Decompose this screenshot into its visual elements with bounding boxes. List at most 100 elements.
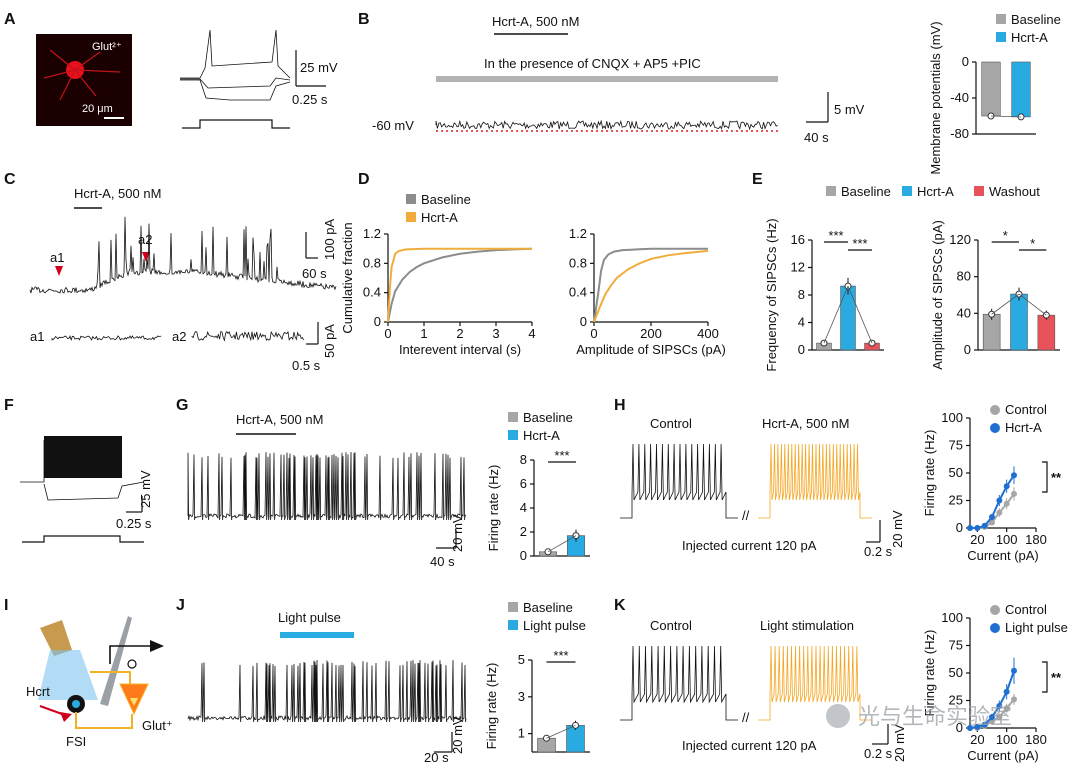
panel-letter-j: J — [176, 597, 185, 614]
g-drug-label: Hcrt-A, 500 nM — [236, 412, 323, 427]
g-firing-sig-label: *** — [554, 448, 569, 463]
h-fi-data-point — [1003, 483, 1010, 490]
b-voltage-scale-label: 5 mV — [834, 102, 865, 117]
b-membrane-y-axis-label: Membrane potentials (mV) — [928, 21, 943, 174]
e-amplitude-sig-label: * — [1030, 236, 1035, 251]
c-inset-time-scale-label: 0.5 s — [292, 358, 321, 373]
h-fi-sig-bracket — [1042, 461, 1048, 493]
h-fi-data-point — [967, 525, 973, 531]
j-light-bar — [280, 632, 354, 638]
g-firing-pair-line — [547, 535, 577, 553]
k-light-label: Light stimulation — [760, 618, 854, 633]
k-light-trace — [758, 645, 872, 721]
h-fi-x-axis-label: Current (pA) — [967, 548, 1039, 563]
k-fi-data-point — [1011, 667, 1017, 674]
d-interval-x-axis-label: Interevent interval (s) — [399, 342, 521, 357]
d-amplitude-x-axis-label: Amplitude of SIPSCs (pA) — [576, 342, 726, 357]
d-interval-y-tick-label: 0 — [374, 314, 381, 329]
c-marker-a2-arrow — [142, 252, 150, 262]
b-membrane-pair-line — [990, 115, 1022, 118]
h-control-trace — [620, 443, 738, 519]
k-fi-data-point — [996, 703, 1003, 709]
f-spike-train-block — [44, 436, 122, 478]
b-presence-label: In the presence of CNQX + AP5 +PIC — [484, 56, 701, 71]
e-frequency-sig-label: *** — [828, 228, 843, 243]
k-fi-sig-bracket — [1042, 661, 1048, 693]
panel-letter-a: A — [4, 11, 16, 28]
h-break-mark: // — [742, 508, 750, 523]
d-interval-series-line — [387, 247, 532, 323]
d-amplitude-y-tick-label: 1.2 — [569, 226, 587, 241]
e-frequency-pair-line — [823, 285, 849, 344]
c-inset-current-scale-label: 50 pA — [322, 324, 337, 358]
a-voltage-scale-label: 25 mV — [300, 60, 338, 75]
e-amplitude-bar — [1037, 314, 1056, 351]
h-fi-legend-label: Control — [1005, 402, 1047, 417]
i-glut-label: Glut⁺ — [142, 718, 173, 733]
e-amplitude-pair-line — [991, 293, 1020, 315]
b-baseline-voltage: -60 mV — [372, 118, 414, 133]
e-frequency-y-tick-label: 12 — [791, 260, 805, 275]
h-fi-x-tick-label: 20 — [970, 532, 984, 547]
j-firing-y-axis-label: Firing rate (Hz) — [484, 663, 499, 750]
k-control-trace — [620, 645, 738, 721]
h-fi-data-point — [996, 509, 1003, 516]
k-fi-data-point — [1011, 696, 1017, 703]
d-interval-legend-label: Hcrt-A — [421, 210, 458, 225]
c-marker-a1-label: a1 — [50, 250, 64, 265]
d-interval-x-tick-label: 2 — [456, 326, 463, 341]
e-amplitude-y-tick-label: 40 — [957, 305, 971, 320]
step-response-trace — [180, 29, 291, 101]
k-voltage-scale-label: 20 mV — [892, 724, 907, 762]
e-frequency-pair-line — [847, 285, 873, 344]
k-fi-data-point — [1003, 688, 1010, 695]
g-firing-legend-label: Hcrt-A — [523, 428, 560, 443]
c-inset-a2-label: a2 — [172, 329, 186, 344]
c-current-trace — [29, 216, 337, 294]
hcrt-terminal-icon — [60, 712, 72, 722]
j-firing-pair-line — [546, 724, 576, 739]
k-fi-data-point — [1003, 705, 1010, 712]
neuron-image — [43, 49, 121, 101]
optic-fiber-icon — [40, 620, 72, 656]
b-presence-bar — [436, 76, 778, 82]
k-fi-x-tick-label: 20 — [970, 732, 984, 747]
e-legend-swatch — [974, 186, 984, 196]
b-membrane-legend-swatch — [996, 14, 1006, 24]
h-fi-data-point — [989, 514, 995, 520]
k-fi-data-point — [989, 714, 995, 720]
j-voltage-scale-label: 20 mV — [450, 716, 465, 754]
k-fi-y-axis-label: Firing rate (Hz) — [922, 630, 937, 717]
f-time-scale-label: 0.25 s — [116, 516, 152, 531]
e-amplitude-y-tick-label: 120 — [949, 232, 971, 247]
e-amplitude-y-axis-label: Amplitude of SIPSCs (pA) — [930, 220, 945, 370]
panel-letter-k: K — [614, 597, 626, 614]
e-frequency-y-axis-label: Frequency of SIPSCs (Hz) — [764, 218, 779, 371]
e-frequency-bar — [840, 285, 856, 351]
h-control-label: Control — [650, 416, 692, 431]
watermark-logo-icon — [826, 704, 850, 728]
k-fi-legend-marker — [990, 605, 1000, 615]
k-fi-data-point — [974, 723, 981, 730]
a-time-scale-label: 0.25 s — [292, 92, 328, 107]
panel-letter-e: E — [752, 171, 763, 188]
g-firing-legend-swatch — [508, 430, 518, 440]
d-interval-x-tick-label: 1 — [420, 326, 427, 341]
d-interval-y-tick-label: 0.8 — [363, 255, 381, 270]
b-membrane-bar — [1011, 61, 1031, 118]
panel-letter-c: C — [4, 171, 16, 188]
c-current-scale-label: 100 pA — [322, 218, 337, 260]
d-amplitude-x-tick-label: 0 — [590, 326, 597, 341]
h-voltage-scale-label: 20 mV — [890, 510, 905, 548]
k-fi-data-point — [981, 721, 988, 728]
d-interval-y-tick-label: 1.2 — [363, 226, 381, 241]
g-firing-legend-swatch — [508, 412, 518, 422]
k-fi-legend-marker — [990, 623, 1000, 633]
k-control-label: Control — [650, 618, 692, 633]
b-membrane-y-tick-label: -40 — [950, 90, 969, 105]
light-cone-icon — [38, 650, 98, 700]
k-fi-sig-label: ** — [1051, 670, 1062, 685]
k-fi-x-tick-label: 100 — [996, 732, 1018, 747]
h-fi-legend-marker — [990, 423, 1000, 433]
b-membrane-legend-label: Hcrt-A — [1011, 30, 1048, 45]
